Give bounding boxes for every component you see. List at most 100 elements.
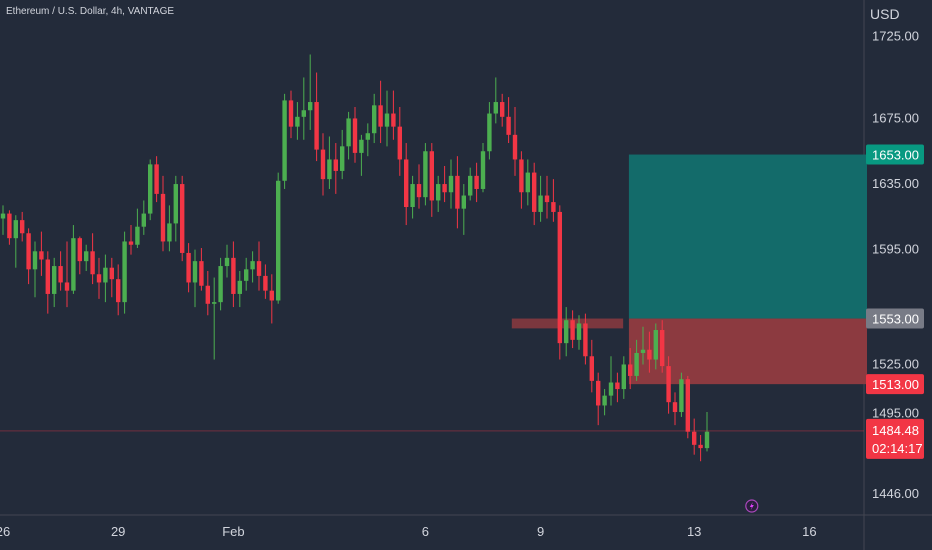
candle-body[interactable] — [13, 220, 18, 239]
candle-body[interactable] — [570, 320, 575, 340]
currency-label[interactable]: USD — [870, 6, 900, 22]
candle-body[interactable] — [544, 195, 550, 203]
candle-body[interactable] — [365, 133, 370, 140]
candle-body[interactable] — [128, 241, 134, 245]
candle-body[interactable] — [564, 320, 569, 344]
candle-body[interactable] — [416, 184, 422, 198]
candle-body[interactable] — [263, 275, 268, 291]
candle-body[interactable] — [32, 251, 38, 270]
candle-body[interactable] — [352, 118, 358, 153]
candle-body[interactable] — [333, 159, 338, 171]
candle-body[interactable] — [205, 285, 210, 304]
candle-body[interactable] — [647, 349, 652, 360]
candle-body[interactable] — [199, 261, 204, 286]
candle-body[interactable] — [448, 175, 454, 193]
candle-body[interactable] — [442, 184, 447, 193]
candle-body[interactable] — [519, 159, 524, 193]
candle-body[interactable] — [666, 366, 671, 403]
last-price-tag[interactable] — [866, 418, 924, 459]
candle-body[interactable] — [186, 252, 191, 283]
candle-body[interactable] — [461, 195, 466, 209]
candle-body[interactable] — [359, 139, 364, 153]
candle-body[interactable] — [340, 146, 345, 171]
candle-body[interactable] — [218, 266, 223, 303]
candle-body[interactable] — [698, 444, 703, 449]
candle-body[interactable] — [346, 118, 351, 147]
candle-body[interactable] — [640, 349, 646, 353]
candle-body[interactable] — [468, 175, 473, 196]
candle-body[interactable] — [282, 100, 287, 181]
candle-body[interactable] — [52, 266, 57, 294]
candle-body[interactable] — [103, 267, 108, 283]
candle-body[interactable] — [384, 113, 390, 127]
candle-body[interactable] — [7, 213, 12, 239]
candle-body[interactable] — [237, 280, 242, 294]
event-marker[interactable] — [745, 499, 759, 513]
candle-body[interactable] — [397, 126, 402, 160]
candle-body[interactable] — [314, 102, 319, 150]
candle-body[interactable] — [551, 202, 556, 212]
candle-body[interactable] — [269, 290, 274, 301]
candle-body[interactable] — [45, 259, 50, 294]
candle-body[interactable] — [423, 151, 428, 198]
candle-body[interactable] — [506, 116, 511, 135]
candle-body[interactable] — [487, 113, 492, 152]
candle-body[interactable] — [167, 223, 172, 242]
candle-body[interactable] — [295, 116, 300, 127]
candle-body[interactable] — [135, 226, 140, 245]
candle-body[interactable] — [212, 302, 217, 304]
candle-body[interactable] — [58, 266, 63, 283]
candle-body[interactable] — [602, 395, 607, 406]
candle-body[interactable] — [660, 330, 665, 367]
candle-body[interactable] — [532, 172, 537, 212]
target-zone[interactable] — [628, 154, 867, 319]
candle-body[interactable] — [288, 100, 294, 127]
target-price-tag[interactable] — [866, 144, 924, 165]
candle-body[interactable] — [628, 364, 633, 376]
candle-body[interactable] — [583, 323, 588, 357]
candle-body[interactable] — [589, 356, 594, 381]
candle-body[interactable] — [173, 184, 178, 224]
candle-body[interactable] — [525, 172, 530, 193]
candle-body[interactable] — [148, 164, 153, 214]
candle-body[interactable] — [429, 151, 434, 201]
candle-body[interactable] — [20, 220, 25, 234]
candle-body[interactable] — [250, 261, 255, 270]
candle-body[interactable] — [474, 175, 479, 189]
candle-body[interactable] — [231, 257, 236, 294]
candle-body[interactable] — [391, 113, 396, 127]
candle-body[interactable] — [634, 352, 639, 376]
candle-body[interactable] — [84, 251, 89, 262]
candle-body[interactable] — [90, 251, 95, 275]
candle-body[interactable] — [192, 261, 198, 283]
candle-body[interactable] — [493, 102, 498, 114]
candle-body[interactable] — [436, 184, 441, 201]
candle-body[interactable] — [679, 379, 684, 413]
candle-body[interactable] — [301, 110, 306, 117]
candle-body[interactable] — [180, 184, 185, 253]
candle-body[interactable] — [480, 151, 486, 189]
candle-body[interactable] — [704, 431, 710, 449]
candle-body[interactable] — [244, 269, 249, 281]
candle-body[interactable] — [685, 379, 690, 432]
entry-price-tag[interactable] — [866, 308, 924, 329]
stop-zone[interactable] — [628, 318, 867, 385]
candle-body[interactable] — [308, 102, 313, 111]
candle-body[interactable] — [141, 213, 146, 227]
candle-body[interactable] — [576, 323, 582, 340]
candle-body[interactable] — [692, 431, 697, 445]
stop-price-tag[interactable] — [866, 374, 924, 395]
candle-body[interactable] — [77, 238, 82, 262]
candle-body[interactable] — [621, 364, 626, 390]
candle-body[interactable] — [404, 159, 409, 208]
candle-body[interactable] — [557, 211, 562, 344]
candle-body[interactable] — [378, 105, 383, 127]
candle-body[interactable] — [154, 164, 159, 194]
candle-body[interactable] — [276, 180, 281, 301]
candle-body[interactable] — [672, 402, 678, 413]
candle-body[interactable] — [538, 195, 543, 212]
candle-body[interactable] — [512, 134, 518, 160]
candle-body[interactable] — [96, 274, 102, 283]
candle-body[interactable] — [64, 282, 70, 291]
